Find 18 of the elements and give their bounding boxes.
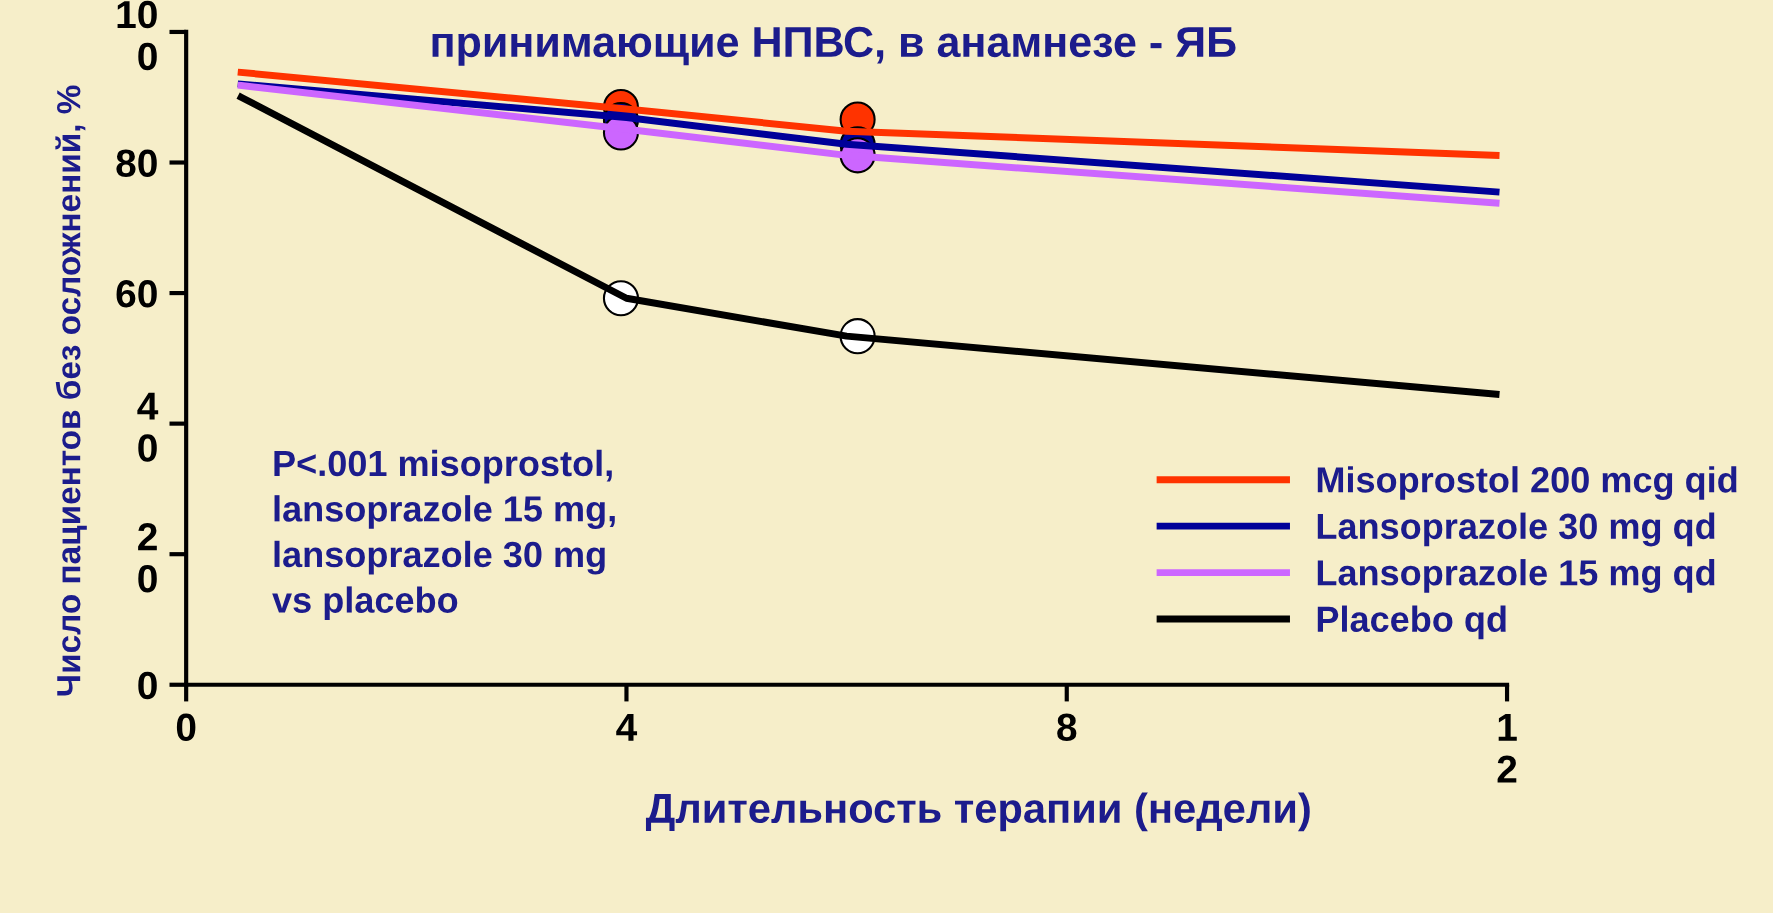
y-axis-title: Число пациентов без осложнений, %: [55, 85, 87, 696]
y-tick-label: 0: [138, 671, 157, 700]
x-tick-label: 0: [176, 713, 196, 742]
x-tick-label: 1 2: [1497, 713, 1517, 783]
y-tick-label: 4 0: [137, 392, 159, 462]
y-tick-label: 2 0: [138, 523, 157, 593]
x-tick-label: 4: [616, 713, 638, 741]
legend-label: Misoprostol 200 mcg qid: [1317, 466, 1737, 500]
y-tick-label: 60: [116, 280, 157, 308]
legend-label: Lansoprazole 30 mg qd: [1317, 512, 1715, 547]
legend-label: Placebo qd: [1317, 605, 1506, 640]
y-tick-label: 80: [116, 149, 157, 177]
x-tick-label: 8: [1057, 713, 1077, 742]
y-tick-label: 10 0: [117, 0, 157, 71]
x-axis-title: Длительность терапии (недели): [645, 792, 1310, 832]
legend-label: Lansoprazole 15 mg qd: [1317, 559, 1715, 593]
annotation: P<.001 misoprostol, lansoprazole 15 mg, lansoprazole 30 mg vs placebo: [272, 449, 615, 621]
chart-title: принимающие НПВС, в анамнезе - ЯБ: [432, 26, 1236, 66]
